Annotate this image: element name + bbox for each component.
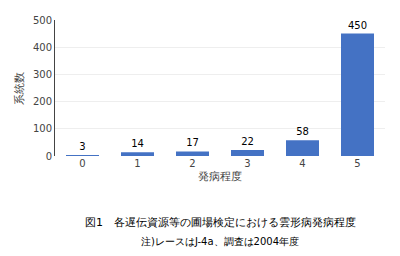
svg-text:22: 22 xyxy=(241,136,254,147)
svg-text:200: 200 xyxy=(33,96,52,107)
svg-text:400: 400 xyxy=(33,42,52,53)
svg-text:14: 14 xyxy=(131,138,144,149)
svg-text:450: 450 xyxy=(348,20,367,31)
svg-text:0: 0 xyxy=(46,151,52,162)
svg-text:4: 4 xyxy=(299,158,305,169)
svg-text:1: 1 xyxy=(134,158,140,169)
svg-text:3: 3 xyxy=(244,158,250,169)
svg-text:5: 5 xyxy=(354,158,360,169)
svg-text:300: 300 xyxy=(33,69,52,80)
svg-text:500: 500 xyxy=(33,15,52,26)
svg-text:図1 各遅伝資源等の圃場検定における雲形病発病程度: 図1 各遅伝資源等の圃場検定における雲形病発病程度 xyxy=(85,216,356,229)
svg-text:100: 100 xyxy=(33,123,52,134)
svg-text:3: 3 xyxy=(79,141,85,152)
svg-text:注)レースはJ-4a、調査は2004年度: 注)レースはJ-4a、調査は2004年度 xyxy=(141,236,299,247)
svg-text:発病程度: 発病程度 xyxy=(198,170,242,183)
svg-text:0: 0 xyxy=(79,158,85,169)
svg-text:17: 17 xyxy=(186,137,199,148)
svg-text:系統数: 系統数 xyxy=(13,72,26,105)
svg-text:2: 2 xyxy=(189,158,195,169)
svg-text:58: 58 xyxy=(296,126,309,137)
